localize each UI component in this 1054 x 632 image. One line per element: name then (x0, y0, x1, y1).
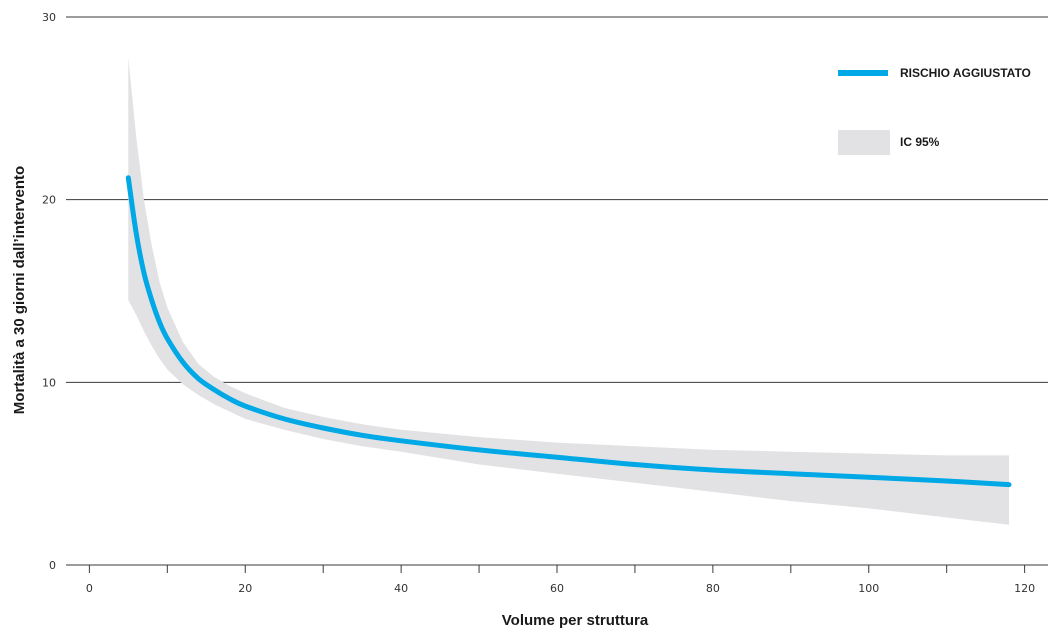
y-tick-label-20: 20 (42, 194, 56, 207)
y-tick-label-10: 10 (42, 376, 56, 389)
legend-label-ic: IC 95% (900, 135, 940, 149)
x-tick-labels: 0 20 40 60 80 100 120 (86, 582, 1035, 595)
grid-lines (66, 16, 1048, 383)
legend-band-swatch (838, 130, 890, 155)
y-tick-label-0: 0 (49, 559, 56, 572)
x-tick-label-60: 60 (550, 582, 564, 595)
confidence-band (128, 57, 1010, 525)
x-tick-label-80: 80 (706, 582, 720, 595)
y-axis-title: Mortalità a 30 giorni dall’intervento (11, 166, 28, 414)
series-lines (125, 175, 1012, 488)
x-tick-label-40: 40 (394, 582, 408, 595)
x-tick-label-100: 100 (858, 582, 879, 595)
y-tick-labels: 0 10 20 30 (42, 11, 56, 572)
legend-label-rischio: RISCHIO AGGIUSTATO (900, 66, 1031, 80)
x-tick-label-0: 0 (86, 582, 93, 595)
x-tick-label-20: 20 (238, 582, 252, 595)
series-line-0 (125, 175, 1012, 488)
confidence-band-area (128, 57, 1010, 525)
x-axis (66, 564, 1048, 573)
y-tick-label-30: 30 (42, 11, 56, 24)
legend: RISCHIO AGGIUSTATO IC 95% (838, 66, 1031, 155)
x-tick-label-120: 120 (1014, 582, 1035, 595)
x-axis-title: Volume per struttura (502, 612, 649, 629)
